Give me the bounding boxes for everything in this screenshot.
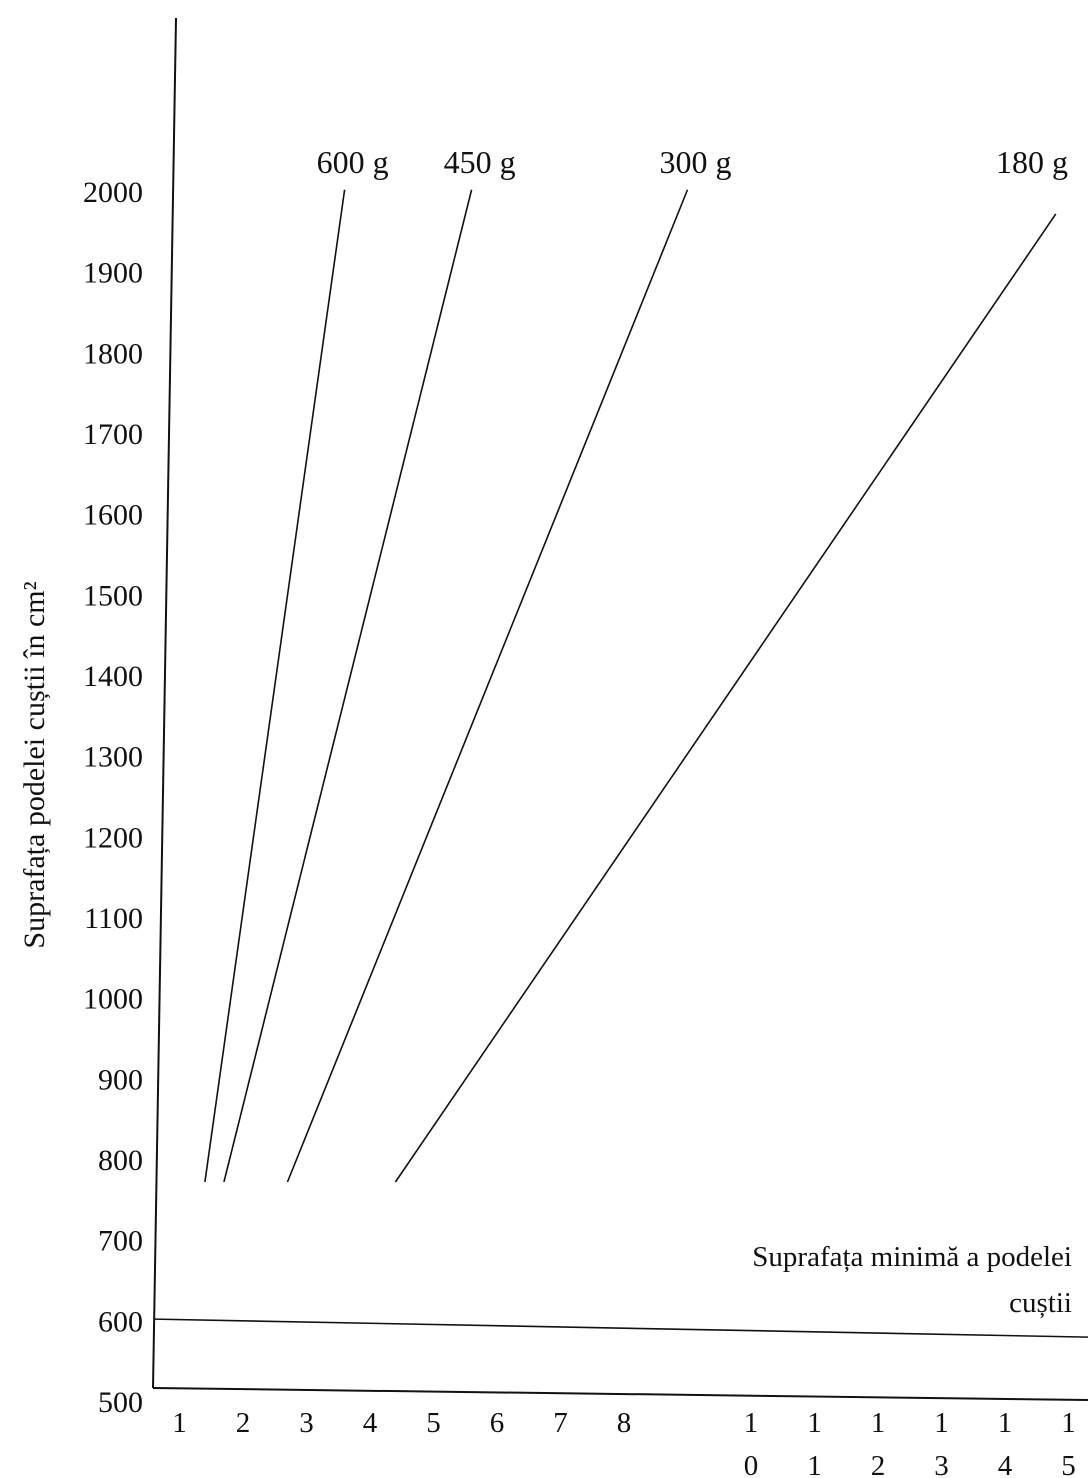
- x-tick-label: 1: [807, 1450, 822, 1478]
- y-tick-label: 1900: [83, 257, 143, 290]
- y-axis-line: [152, 17, 177, 1389]
- x-tick-label: 3: [299, 1407, 314, 1439]
- x-tick-label: 6: [490, 1407, 505, 1439]
- y-tick-label: 1800: [83, 337, 143, 370]
- series-line: [286, 189, 689, 1183]
- y-axis-label: Suprafața podelei cuștii în cm²: [18, 581, 51, 948]
- x-axis: 1 2 3 4 5 6 7 8 1 0 1 1 1 2 1 3 1 4 1 5: [152, 1387, 1088, 1478]
- x-tick-label: 4: [363, 1407, 378, 1439]
- y-tick-label: 1500: [83, 579, 143, 612]
- y-tick-label: 800: [98, 1144, 143, 1177]
- x-tick-label: 1: [934, 1407, 949, 1439]
- x-tick-label: 4: [998, 1450, 1013, 1478]
- x-tick-label: 1: [807, 1407, 822, 1439]
- y-tick-label: 1300: [83, 741, 143, 774]
- x-tick-label: 5: [1061, 1450, 1076, 1478]
- series-label: 300 g: [660, 144, 732, 180]
- minimum-floor-area-reference: Suprafața minimă a podelei cuștii: [154, 1241, 1088, 1338]
- y-tick-label: 1200: [83, 821, 143, 854]
- y-tick-label: 1600: [83, 499, 143, 532]
- y-tick-label: 1400: [83, 660, 143, 693]
- minimum-floor-area-line: [154, 1318, 1088, 1338]
- y-tick-label: 700: [98, 1225, 143, 1258]
- y-tick-label: 1000: [83, 983, 143, 1016]
- x-tick-label: 1: [744, 1407, 759, 1439]
- x-tick-label: 7: [553, 1407, 568, 1439]
- y-tick-label: 900: [98, 1063, 143, 1096]
- y-axis: 500 600 700 800 900 1000 1100 1200 1300 1400 1500 1…: [83, 17, 177, 1419]
- x-tick-label: 8: [617, 1407, 632, 1439]
- y-tick-label: 600: [98, 1305, 143, 1338]
- x-tick-label: 3: [934, 1450, 949, 1478]
- x-tick-label: 2: [871, 1450, 886, 1478]
- series-label: 450 g: [444, 144, 516, 180]
- y-tick-label: 500: [98, 1386, 143, 1419]
- y-tick-label: 1100: [84, 902, 143, 935]
- y-tick-label: 2000: [83, 176, 143, 209]
- series-label: 600 g: [317, 144, 389, 180]
- series-line: [394, 213, 1057, 1183]
- minimum-floor-area-label: cuștii: [1009, 1287, 1072, 1319]
- x-tick-label: 5: [426, 1407, 441, 1439]
- series-label: 180 g: [996, 144, 1068, 180]
- x-tick-label: 0: [744, 1450, 759, 1478]
- x-tick-label: 1: [172, 1407, 187, 1439]
- x-tick-label: 2: [236, 1407, 251, 1439]
- series-line: [204, 189, 346, 1183]
- x-tick-label: 1: [871, 1407, 886, 1439]
- series-line: [223, 189, 473, 1183]
- y-tick-label: 1700: [83, 418, 143, 451]
- x-tick-label: 1: [998, 1407, 1013, 1439]
- weight-series: 600 g 450 g 300 g 180 g: [204, 144, 1068, 1183]
- x-axis-line: [152, 1387, 1088, 1401]
- x-tick-label: 1: [1061, 1407, 1076, 1439]
- minimum-floor-area-label: Suprafața minimă a podelei: [752, 1241, 1072, 1273]
